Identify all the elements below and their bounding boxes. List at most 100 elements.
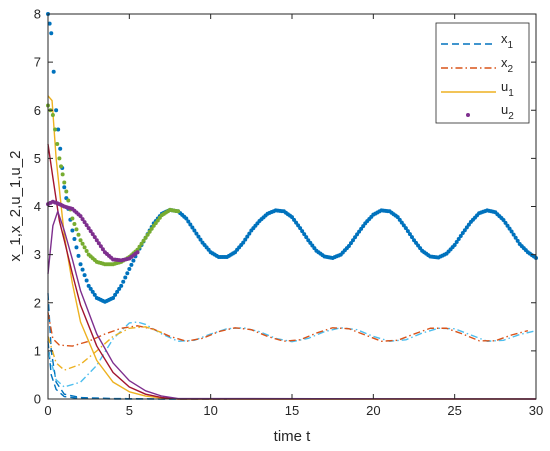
series-6-line: [47, 143, 536, 400]
series-8-point: [407, 232, 412, 237]
series-8-point: [74, 245, 79, 250]
series-7: [47, 210, 537, 400]
series-9-point: [53, 127, 58, 132]
series-8-point: [115, 289, 120, 294]
series-8-point: [348, 241, 353, 246]
series-8-point: [460, 230, 465, 235]
series-8-point: [117, 286, 122, 291]
y-tick-label: 3: [34, 247, 41, 262]
x-tick-label: 0: [44, 403, 51, 418]
series-8-point: [298, 226, 303, 231]
legend-label: u2: [501, 102, 514, 122]
y-tick-label: 1: [34, 343, 41, 358]
series-8-point: [113, 292, 118, 297]
series-8-point: [292, 217, 297, 222]
tick-layer: 0 5 10 15 20 25 30 0 1 2 3 4 5 6 7 8: [34, 7, 543, 419]
y-axis-label: x_1,x_2,u_1,u_2: [7, 151, 24, 262]
series-8-point: [302, 232, 307, 237]
series-9-point: [145, 232, 150, 237]
series-8-point: [58, 146, 63, 151]
series-8-point: [78, 262, 83, 267]
series-8-point: [397, 217, 402, 222]
series-8-point: [241, 240, 246, 245]
series-9-point: [72, 221, 77, 226]
series-4: [47, 326, 163, 371]
x-tick-label: 15: [285, 403, 299, 418]
series-9-point: [59, 164, 64, 169]
y-tick-label: 2: [34, 295, 41, 310]
series-9-point: [64, 189, 69, 194]
series-9-point: [70, 216, 75, 221]
series-10-point: [80, 217, 85, 222]
legend-item-u1: u1: [441, 79, 514, 99]
series-8-point: [186, 219, 191, 224]
series-3-line: [47, 312, 529, 347]
series-8-point: [245, 234, 250, 239]
series-8-point: [84, 278, 89, 283]
y-tick-label: 0: [34, 392, 41, 407]
legend-marker: [466, 113, 470, 117]
series-8-point: [129, 262, 134, 267]
series-8-point: [353, 235, 358, 240]
series-8-point: [62, 185, 67, 190]
series-10-point: [92, 235, 97, 240]
series-8-point: [82, 273, 87, 278]
series-8-point: [125, 271, 130, 276]
series-8: [46, 12, 538, 304]
series-8-point: [409, 235, 414, 240]
series-8-point: [304, 235, 309, 240]
series-8-point: [290, 215, 294, 220]
legend-item-u2: u2: [466, 102, 514, 122]
series-9-point: [141, 238, 146, 243]
legend-box: [435, 22, 530, 124]
series-8-point: [86, 283, 91, 288]
series-8-point: [111, 295, 116, 300]
series-8-point: [56, 127, 61, 132]
series-8-point: [507, 226, 512, 231]
series-8-point: [127, 267, 132, 272]
series-7-line: [47, 210, 537, 400]
series-8-point: [395, 215, 400, 220]
series-9-point: [80, 241, 85, 246]
series-8-point: [351, 238, 355, 243]
x-tick-label: 25: [447, 403, 461, 418]
series-8-point: [243, 237, 248, 242]
series-10-point: [82, 220, 87, 225]
series-8-point: [76, 253, 81, 258]
series-8-point: [88, 286, 93, 291]
series-8-point: [131, 258, 136, 263]
series-10-point: [78, 214, 83, 219]
series-1-line: [47, 341, 227, 400]
series-9-point: [66, 198, 71, 203]
series-9-point: [149, 226, 154, 231]
x-tick-label: 5: [126, 403, 133, 418]
series-9-point: [57, 156, 62, 161]
series-8-point: [401, 223, 406, 228]
series-8-point: [188, 222, 193, 227]
series-8-point: [399, 220, 404, 225]
series-8-point: [49, 31, 54, 36]
series-10-point: [135, 250, 140, 255]
series-8-point: [355, 232, 360, 237]
series-8-point: [72, 236, 77, 241]
series-9-point: [50, 113, 55, 118]
series-8-point: [405, 229, 410, 234]
x-axis-label: time t: [274, 428, 312, 445]
series-9-point: [84, 249, 89, 254]
legend-item-x1: x1: [441, 31, 514, 51]
y-tick-label: 6: [34, 103, 41, 118]
series-8-point: [47, 21, 52, 26]
series-8-point: [464, 225, 469, 230]
series-8-point: [403, 226, 408, 231]
series-8-point: [466, 222, 471, 227]
series-8-point: [194, 231, 199, 236]
series-9-point: [139, 241, 144, 246]
series-8-point: [70, 228, 75, 233]
series-8-point: [190, 225, 195, 230]
legend-label: x2: [501, 55, 514, 75]
legend: x1 x2 u1 u2: [435, 22, 530, 124]
series-10-point: [84, 223, 89, 228]
series-10: [46, 199, 140, 263]
series-10-point: [86, 226, 91, 231]
series-8-point: [123, 275, 128, 280]
